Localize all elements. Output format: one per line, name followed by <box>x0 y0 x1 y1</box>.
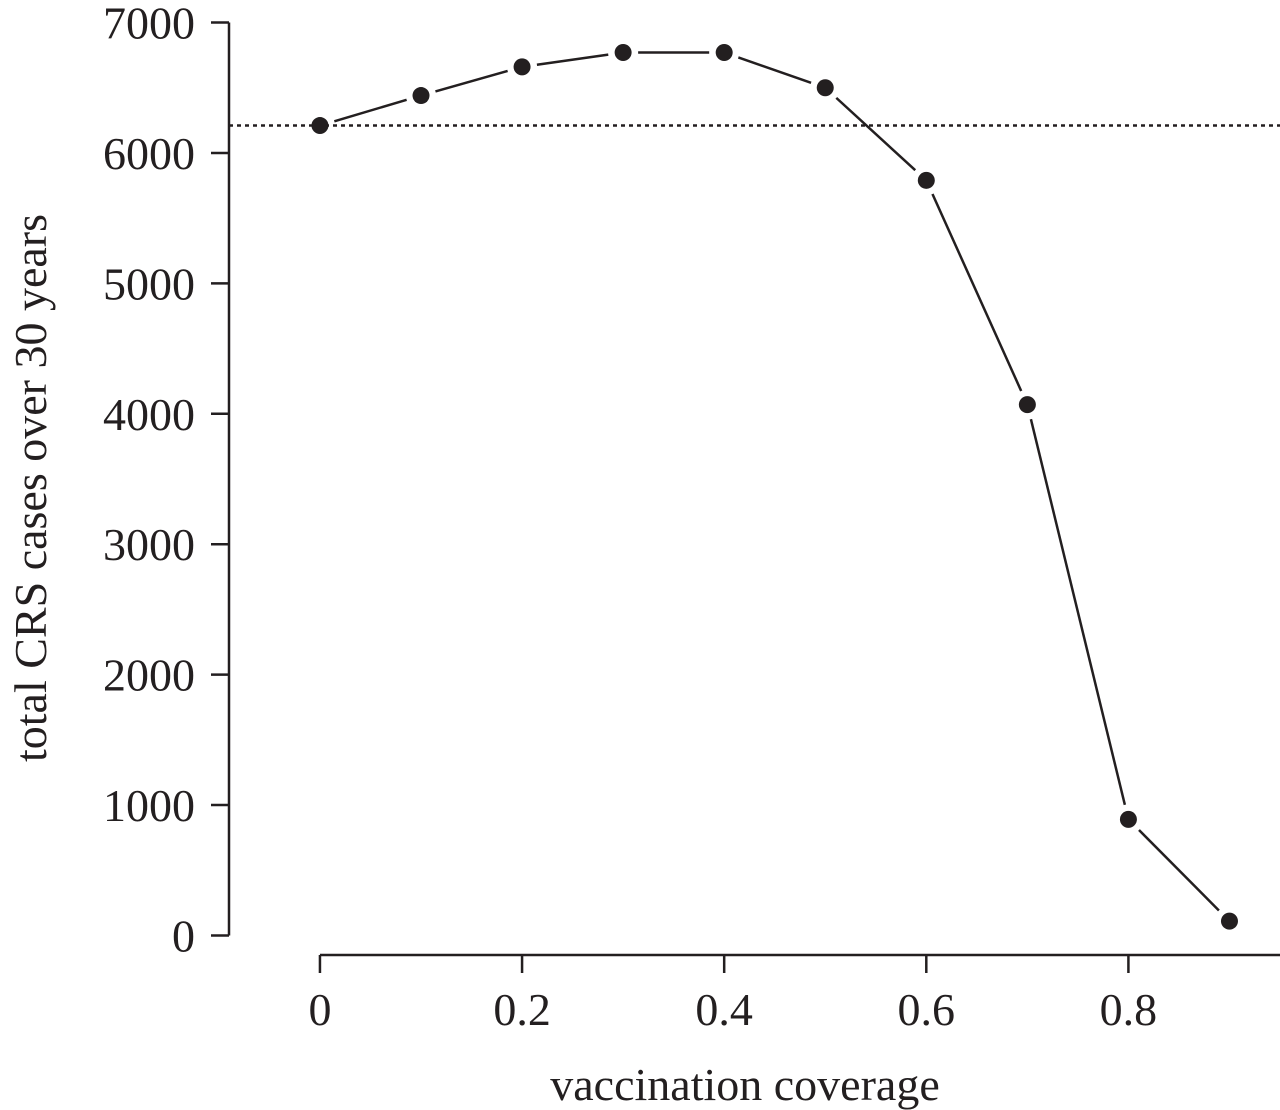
y-tick-label: 5000 <box>103 258 195 309</box>
y-tick-label: 3000 <box>103 519 195 570</box>
x-tick-label: 0.2 <box>493 984 551 1035</box>
x-tick-label: 0 <box>308 984 331 1035</box>
data-point <box>614 44 632 62</box>
data-point <box>816 79 834 97</box>
series-lines <box>333 51 1220 912</box>
y-tick-label: 7000 <box>103 0 195 49</box>
data-markers <box>311 44 1238 930</box>
data-point <box>412 87 430 105</box>
x-tick-label: 0.6 <box>898 984 956 1035</box>
data-point <box>917 171 935 189</box>
x-axis-title: vaccination coverage <box>550 1059 940 1110</box>
x-tick-label: 0.4 <box>695 984 753 1035</box>
data-point <box>311 117 329 135</box>
series-line-segment <box>1029 418 1127 806</box>
data-point <box>1220 912 1238 930</box>
series-line-segment <box>333 98 407 123</box>
series-line-segment <box>931 193 1023 392</box>
data-point <box>1119 810 1137 828</box>
y-tick-label: 6000 <box>103 128 195 179</box>
series-line-segment <box>435 69 508 93</box>
x-tick-label: 0.8 <box>1100 984 1158 1035</box>
axes: 0 1000 2000 3000 4000 5000 6000 7000 0 0.2 0.4 0.6 0… <box>103 0 1280 1035</box>
y-tick-label: 0 <box>172 910 195 961</box>
y-axis-title: total CRS cases over 30 years <box>5 214 56 762</box>
y-tick-label: 4000 <box>103 389 195 440</box>
data-point <box>513 58 531 76</box>
y-tick-label: 2000 <box>103 650 195 701</box>
series-line-segment <box>835 96 917 172</box>
series-line-segment <box>536 53 609 66</box>
y-tick-label: 1000 <box>103 780 195 831</box>
series-line-segment <box>1138 829 1220 912</box>
data-point <box>715 44 733 62</box>
data-point <box>1018 396 1036 414</box>
series-line-segment <box>737 56 812 84</box>
